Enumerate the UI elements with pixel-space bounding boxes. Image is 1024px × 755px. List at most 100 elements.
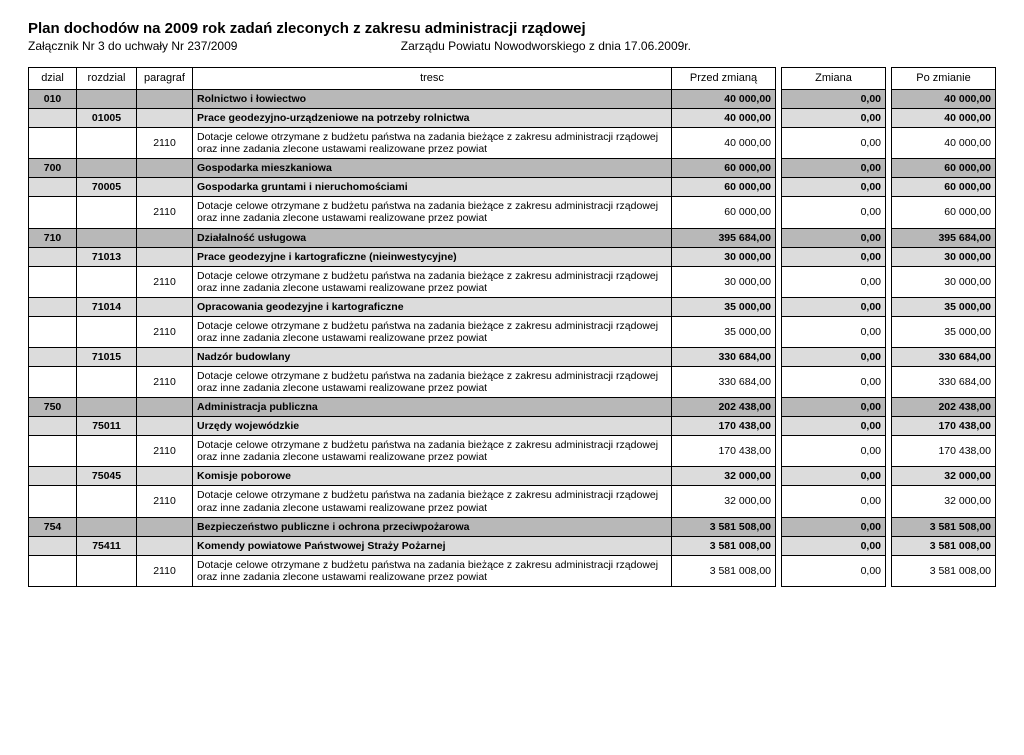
table-header-row: dzial rozdzial paragraf tresc Przed zmia… <box>29 68 996 90</box>
cell-paragraf: 2110 <box>137 128 193 159</box>
cell-dzial <box>29 486 77 517</box>
table-row: 71013 Prace geodezyjne i kartograficzne (… <box>29 247 996 266</box>
cell-przed: 35 000,00 <box>672 297 776 316</box>
cell-rozdzial: 71013 <box>77 247 137 266</box>
cell-po: 60 000,00 <box>892 159 996 178</box>
cell-dzial <box>29 555 77 586</box>
cell-po: 202 438,00 <box>892 398 996 417</box>
cell-rozdzial <box>77 517 137 536</box>
cell-przed: 40 000,00 <box>672 128 776 159</box>
cell-po: 32 000,00 <box>892 467 996 486</box>
cell-tresc: Działalność usługowa <box>193 228 672 247</box>
cell-paragraf: 2110 <box>137 555 193 586</box>
cell-dzial <box>29 178 77 197</box>
cell-zmiana: 0,00 <box>782 347 886 366</box>
cell-paragraf: 2110 <box>137 266 193 297</box>
table-row: 2110Dotacje celowe otrzymane z budżetu p… <box>29 486 996 517</box>
cell-tresc: Komendy powiatowe Państwowej Straży Poża… <box>193 536 672 555</box>
cell-rozdzial: 71014 <box>77 297 137 316</box>
cell-dzial <box>29 536 77 555</box>
cell-przed: 3 581 008,00 <box>672 536 776 555</box>
subtitle-right: Zarządu Powiatu Nowodworskiego z dnia 17… <box>401 39 691 53</box>
cell-rozdzial <box>77 555 137 586</box>
cell-tresc: Rolnictwo i łowiectwo <box>193 90 672 109</box>
cell-przed: 330 684,00 <box>672 347 776 366</box>
cell-przed: 32 000,00 <box>672 486 776 517</box>
col-header-po: Po zmianie <box>892 68 996 90</box>
cell-paragraf <box>137 536 193 555</box>
cell-po: 35 000,00 <box>892 297 996 316</box>
cell-przed: 30 000,00 <box>672 266 776 297</box>
cell-przed: 202 438,00 <box>672 398 776 417</box>
cell-zmiana: 0,00 <box>782 297 886 316</box>
cell-przed: 60 000,00 <box>672 178 776 197</box>
cell-przed: 40 000,00 <box>672 90 776 109</box>
table-body: 010Rolnictwo i łowiectwo40 000,000,0040 … <box>29 90 996 587</box>
cell-paragraf <box>137 247 193 266</box>
cell-paragraf <box>137 398 193 417</box>
cell-dzial <box>29 467 77 486</box>
budget-table: dzial rozdzial paragraf tresc Przed zmia… <box>28 67 996 587</box>
cell-dzial <box>29 128 77 159</box>
cell-rozdzial: 01005 <box>77 109 137 128</box>
cell-dzial: 754 <box>29 517 77 536</box>
cell-tresc: Bezpieczeństwo publiczne i ochrona przec… <box>193 517 672 536</box>
cell-rozdzial <box>77 436 137 467</box>
cell-tresc: Opracowania geodezyjne i kartograficzne <box>193 297 672 316</box>
cell-po: 40 000,00 <box>892 128 996 159</box>
cell-paragraf <box>137 109 193 128</box>
cell-zmiana: 0,00 <box>782 417 886 436</box>
cell-dzial <box>29 316 77 347</box>
cell-tresc: Nadzór budowlany <box>193 347 672 366</box>
cell-po: 3 581 008,00 <box>892 555 996 586</box>
cell-zmiana: 0,00 <box>782 436 886 467</box>
cell-dzial <box>29 417 77 436</box>
cell-tresc: Dotacje celowe otrzymane z budżetu państ… <box>193 486 672 517</box>
cell-przed: 60 000,00 <box>672 197 776 228</box>
cell-zmiana: 0,00 <box>782 159 886 178</box>
cell-tresc: Prace geodezyjne i kartograficzne (niein… <box>193 247 672 266</box>
cell-paragraf <box>137 297 193 316</box>
cell-zmiana: 0,00 <box>782 228 886 247</box>
table-row: 2110Dotacje celowe otrzymane z budżetu p… <box>29 316 996 347</box>
cell-po: 60 000,00 <box>892 178 996 197</box>
cell-po: 32 000,00 <box>892 486 996 517</box>
cell-tresc: Komisje poborowe <box>193 467 672 486</box>
cell-dzial <box>29 197 77 228</box>
cell-paragraf <box>137 228 193 247</box>
cell-rozdzial: 75011 <box>77 417 137 436</box>
table-row: 2110Dotacje celowe otrzymane z budżetu p… <box>29 128 996 159</box>
cell-tresc: Urzędy wojewódzkie <box>193 417 672 436</box>
table-row: 2110Dotacje celowe otrzymane z budżetu p… <box>29 436 996 467</box>
cell-dzial <box>29 266 77 297</box>
cell-tresc: Dotacje celowe otrzymane z budżetu państ… <box>193 555 672 586</box>
cell-zmiana: 0,00 <box>782 398 886 417</box>
cell-rozdzial: 70005 <box>77 178 137 197</box>
cell-tresc: Gospodarka gruntami i nieruchomościami <box>193 178 672 197</box>
cell-przed: 35 000,00 <box>672 316 776 347</box>
cell-przed: 3 581 508,00 <box>672 517 776 536</box>
cell-po: 330 684,00 <box>892 367 996 398</box>
table-row: 75045Komisje poborowe32 000,000,0032 000… <box>29 467 996 486</box>
col-header-paragraf: paragraf <box>137 68 193 90</box>
cell-po: 40 000,00 <box>892 90 996 109</box>
cell-tresc: Dotacje celowe otrzymane z budżetu państ… <box>193 436 672 467</box>
col-header-tresc: tresc <box>193 68 672 90</box>
cell-paragraf <box>137 517 193 536</box>
table-row: 75011Urzędy wojewódzkie170 438,000,00170… <box>29 417 996 436</box>
cell-zmiana: 0,00 <box>782 367 886 398</box>
cell-rozdzial <box>77 90 137 109</box>
cell-po: 3 581 008,00 <box>892 536 996 555</box>
cell-po: 170 438,00 <box>892 417 996 436</box>
table-row: 71015Nadzór budowlany330 684,000,00330 6… <box>29 347 996 366</box>
cell-rozdzial: 75045 <box>77 467 137 486</box>
cell-zmiana: 0,00 <box>782 536 886 555</box>
cell-tresc: Dotacje celowe otrzymane z budżetu państ… <box>193 367 672 398</box>
cell-zmiana: 0,00 <box>782 178 886 197</box>
cell-przed: 170 438,00 <box>672 417 776 436</box>
table-row: 2110Dotacje celowe otrzymane z budżetu p… <box>29 266 996 297</box>
table-row: 2110Dotacje celowe otrzymane z budżetu p… <box>29 555 996 586</box>
cell-paragraf <box>137 467 193 486</box>
cell-przed: 330 684,00 <box>672 367 776 398</box>
col-header-przed: Przed zmianą <box>672 68 776 90</box>
